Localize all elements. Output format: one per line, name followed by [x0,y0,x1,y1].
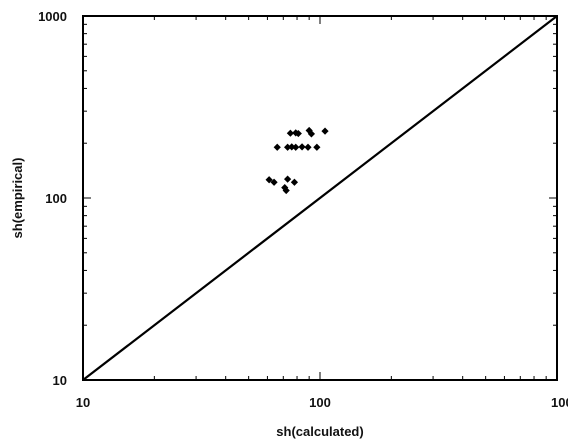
y-tick-label: 1000 [38,9,67,24]
x-tick-label: 100 [309,395,331,410]
y-tick-label: 100 [45,191,67,206]
data-point [290,178,299,186]
data-point [284,143,292,151]
data-point [313,143,321,151]
y-tick-label: 10 [53,373,67,388]
plot-frame [82,15,558,381]
data-point [294,129,302,138]
data-point [298,143,306,151]
data-point [292,143,300,151]
data-point [284,175,292,183]
data-point [282,186,290,195]
data-point [270,178,278,186]
data-point [273,143,281,151]
data-points [265,126,329,195]
data-point [265,176,273,184]
data-point [288,143,296,151]
tick-labels: 10 100 100 10 100 1000 [38,9,568,410]
data-point [304,143,312,151]
identity-line [82,15,558,381]
data-point [307,130,316,138]
x-axis-label: sh(calculated) [276,424,363,439]
x-tick-label: 10 [76,395,90,410]
x-tick-label: 100 [551,395,568,410]
data-point [286,129,294,137]
data-point [321,127,329,135]
y-axis-label: sh(empirical) [10,158,25,239]
